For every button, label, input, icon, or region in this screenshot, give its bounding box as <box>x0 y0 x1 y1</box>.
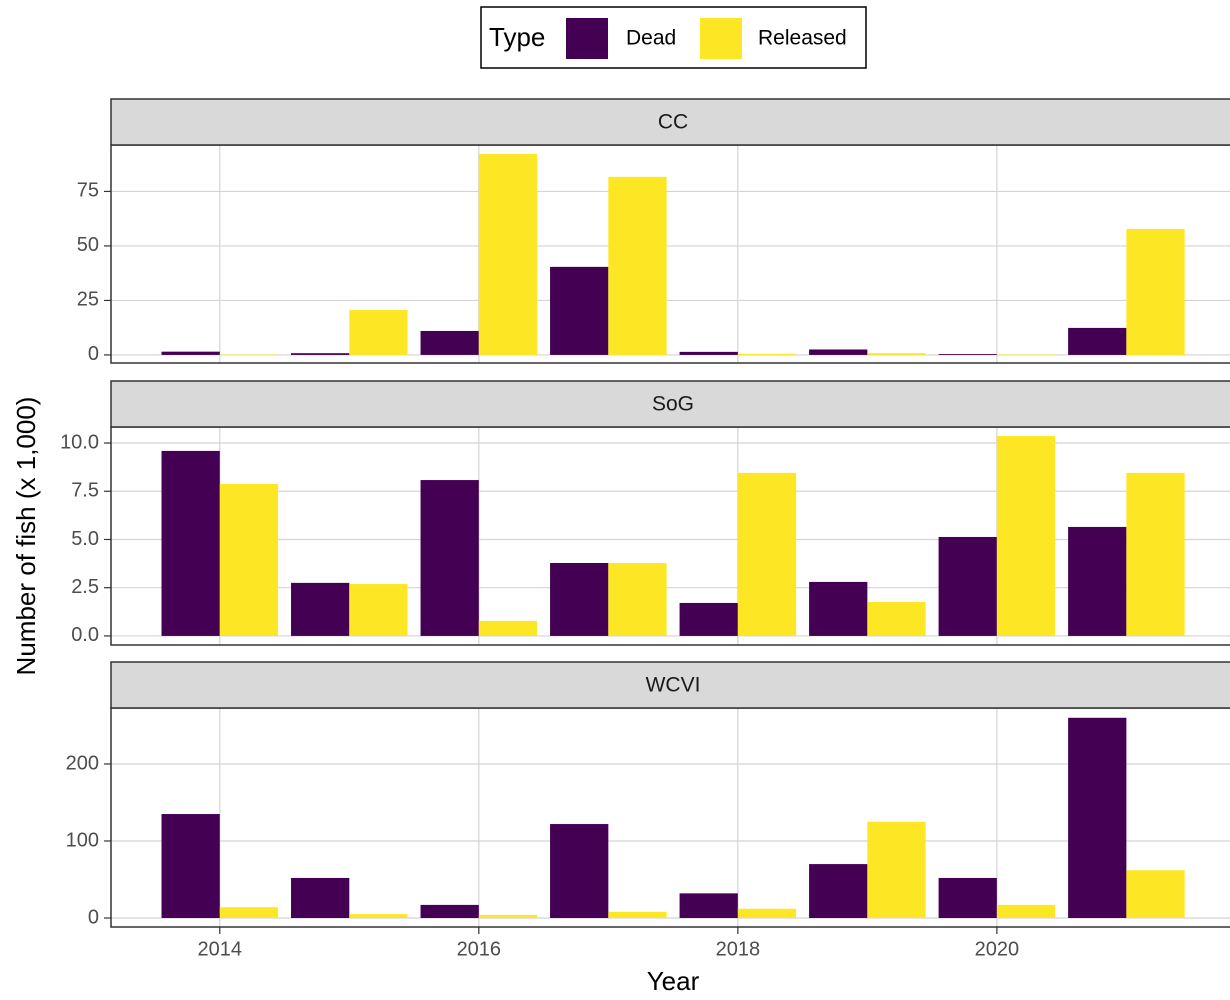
bar <box>291 582 350 636</box>
bar <box>608 176 667 355</box>
y-tick-label: 100 <box>66 829 99 851</box>
y-tick-label: 0.0 <box>71 624 99 646</box>
bar <box>1068 717 1127 918</box>
bar <box>608 563 667 636</box>
strip-background <box>110 98 1230 146</box>
y-tick-label: 75 <box>77 180 99 202</box>
y-tick-label: 50 <box>77 234 99 256</box>
panel-background <box>111 708 1230 927</box>
bar <box>679 602 738 636</box>
bar <box>478 153 538 355</box>
legend-swatch <box>700 18 742 59</box>
bar <box>809 864 868 918</box>
y-tick-label: 5.0 <box>71 528 99 550</box>
legend-swatch <box>566 18 608 59</box>
y-tick-label: 2.5 <box>71 576 99 598</box>
bar <box>161 814 220 918</box>
x-tick-label: 2014 <box>198 938 243 960</box>
bar <box>161 351 220 355</box>
bar <box>550 824 609 918</box>
bar <box>349 310 408 355</box>
strip-label: SoG <box>652 393 694 416</box>
bar <box>219 483 279 636</box>
bar <box>809 349 868 355</box>
bar <box>420 480 479 636</box>
bar <box>550 266 609 355</box>
strip-label: WCVI <box>646 674 701 697</box>
bar <box>1126 472 1185 636</box>
bar <box>809 581 868 636</box>
bar <box>1126 228 1185 355</box>
bar <box>679 351 738 355</box>
x-axis-title: Year <box>647 966 700 996</box>
legend-box <box>480 6 867 69</box>
bar <box>349 914 408 918</box>
bar <box>938 354 997 355</box>
bar <box>291 353 350 355</box>
bar <box>420 904 479 918</box>
bar <box>938 536 997 636</box>
y-axis-title: Number of fish (x 1,000) <box>11 397 41 676</box>
y-tick-label: 10.0 <box>60 431 99 453</box>
panel-background <box>111 427 1230 645</box>
bar <box>737 353 797 355</box>
strip-background <box>110 380 1230 428</box>
panel-background <box>111 145 1230 363</box>
bar <box>737 472 797 636</box>
bar <box>996 436 1056 636</box>
bar <box>420 330 479 355</box>
bar <box>867 353 926 355</box>
bar <box>478 620 538 636</box>
x-tick-label: 2020 <box>975 938 1020 960</box>
bar <box>679 893 738 918</box>
legend-title: Type <box>489 22 545 52</box>
bar <box>1126 870 1185 918</box>
strip-background <box>110 661 1230 709</box>
y-tick-label: 25 <box>77 289 99 311</box>
bar <box>219 907 279 918</box>
bar <box>550 563 609 636</box>
bar <box>161 450 220 636</box>
bar <box>867 601 926 636</box>
bar <box>1068 327 1127 355</box>
x-tick-label: 2016 <box>457 938 502 960</box>
legend-label: Released <box>758 27 847 50</box>
bar <box>1068 526 1127 636</box>
y-tick-label: 7.5 <box>71 480 99 502</box>
bar <box>867 821 926 918</box>
bar <box>478 914 538 918</box>
strip-label: CC <box>658 111 688 134</box>
y-tick-label: 200 <box>66 752 99 774</box>
y-tick-label: 0 <box>88 906 99 928</box>
x-tick-label: 2018 <box>716 938 761 960</box>
y-tick-label: 0 <box>88 343 99 365</box>
bar <box>608 911 667 918</box>
bar <box>291 877 350 918</box>
bar <box>737 908 797 918</box>
legend-label: Dead <box>626 27 676 50</box>
bar <box>938 877 997 918</box>
bar <box>349 584 408 636</box>
bar <box>996 904 1056 918</box>
